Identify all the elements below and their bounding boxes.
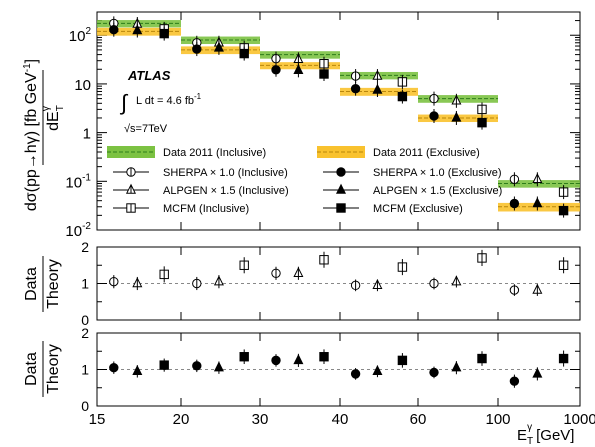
x-tick-label: 60 <box>410 411 427 428</box>
main-ylabel-line1: dσ(pp→hγ) [fb GeV-1] <box>22 59 40 211</box>
prediction-point-mcfm-excl <box>477 117 487 128</box>
integral-sign: ∫ <box>119 90 129 115</box>
ratio-inclusive-ylabel: Data Theory <box>23 256 62 312</box>
legend: Data 2011 (Inclusive) Data 2011 (Exclusiv… <box>107 146 502 215</box>
prediction-point-mcfm-excl <box>159 28 169 39</box>
main-ylabel-line2: dETγ <box>41 105 66 131</box>
legend-label: MCFM (Inclusive) <box>163 203 249 215</box>
ratio-exclusive-point-square-filled <box>477 353 487 364</box>
incl-data-band <box>498 180 580 188</box>
legend-label: Data 2011 (Exclusive) <box>373 147 480 159</box>
ratio-exclusive-point-circle-filled <box>350 369 361 379</box>
ratio-exclusive-point-circle-filled <box>509 376 520 386</box>
ratio-exclusive-ytick-label: 2 <box>81 325 89 341</box>
ratio-exclusive-point-square-filled <box>319 352 329 362</box>
ratio-exclusive-ylabel-den: Theory <box>45 344 62 394</box>
x-tick-label: 30 <box>252 411 269 428</box>
x-tick-label: 1000 <box>563 411 595 428</box>
prediction-point-mcfm-excl <box>319 69 329 79</box>
ratio-exclusive-point-triangle-filled <box>451 361 462 372</box>
legend-marker-circle-filled <box>336 167 346 177</box>
main-ytick-label: 1 <box>83 126 91 143</box>
prediction-point-sherpa-excl <box>350 83 361 94</box>
ratio-exclusive-point-triangle-filled <box>532 367 543 378</box>
ratio-exclusive-point-circle-filled <box>109 362 119 373</box>
ratio-exclusive-point-circle-filled <box>429 367 439 378</box>
prediction-point-alpgen-excl <box>213 41 224 52</box>
prediction-point-sherpa-excl <box>509 198 520 209</box>
prediction-point-alpgen-excl <box>293 64 304 75</box>
atlas-energy: √s=7TeV <box>124 123 168 135</box>
main-ytick-label: 10 <box>74 77 91 94</box>
prediction-point-alpgen-excl <box>451 111 462 122</box>
prediction-point-sherpa-excl <box>109 24 119 35</box>
ratio-exclusive-point-triangle-filled <box>372 365 383 376</box>
main-frame <box>96 11 581 231</box>
ratio-exclusive-point-square-filled <box>239 352 249 362</box>
legend-label: ALPGEN × 1.5 (Exclusive) <box>373 185 502 197</box>
ratio-inclusive-panel: 0 1 2 <box>81 239 581 328</box>
prediction-point-alpgen-excl <box>532 197 543 208</box>
prediction-point-mcfm-excl <box>239 48 249 59</box>
atlas-title: ATLAS <box>127 68 171 83</box>
ratio-exclusive-point-square-filled <box>397 355 408 366</box>
main-ytick-label: 10-1 <box>65 172 91 191</box>
ratio-inclusive-ytick-label: 2 <box>81 239 89 255</box>
main-ytick-label: 102 <box>69 26 92 45</box>
prediction-point-sherpa-excl <box>192 44 202 54</box>
ratio-inclusive-ytick-label: 1 <box>81 276 89 292</box>
ratio-exclusive-point-triangle-filled <box>132 365 143 376</box>
ratio-inclusive-ylabel-num: Data <box>23 267 40 301</box>
ratio-exclusive-point-square-filled <box>159 360 169 370</box>
ratio-exclusive-point-circle-filled <box>192 361 202 371</box>
legend-marker-square-filled <box>336 203 346 213</box>
cross-section-panel: 10-2 10-1 1 10 102 <box>65 11 581 240</box>
prediction-point-mcfm-excl <box>558 205 569 216</box>
legend-label: SHERPA × 1.0 (Exclusive) <box>373 167 501 179</box>
x-axis-label: ETγ [GeV] <box>517 422 574 447</box>
ratio-inclusive-ylabel-den: Theory <box>45 259 62 309</box>
legend-marker-triangle-filled <box>335 183 347 194</box>
prediction-point-alpgen-excl <box>372 83 383 94</box>
ratio-exclusive-point-triangle-filled <box>213 361 224 372</box>
prediction-point-sherpa-excl <box>429 111 439 121</box>
ratio-inclusive-ytick-label: 0 <box>81 312 89 328</box>
main-ytick-label: 10-2 <box>65 221 91 240</box>
ratio-exclusive-ytick-label: 0 <box>81 398 89 414</box>
ratio-exclusive-panel: 0 1 2 15 20 30 40 60 100 1000 <box>81 325 595 428</box>
x-tick-label: 40 <box>332 411 349 428</box>
legend-label: ALPGEN × 1.5 (Inclusive) <box>163 185 289 197</box>
ratio-exclusive-ytick-label: 1 <box>81 362 89 378</box>
ratio-exclusive-point-triangle-filled <box>293 354 304 365</box>
legend-label: Data 2011 (Inclusive) <box>163 147 266 159</box>
ratio-exclusive-ylabel: Data Theory <box>23 341 62 397</box>
prediction-point-sherpa-excl <box>271 65 281 75</box>
prediction-point-mcfm-excl <box>397 91 408 102</box>
x-tick-label: 100 <box>485 411 510 428</box>
legend-label: SHERPA × 1.0 (Inclusive) <box>163 167 288 179</box>
main-ylabel: dσ(pp→hγ) [fb GeV-1] dETγ <box>22 59 66 211</box>
ratio-exclusive-point-square-filled <box>558 353 569 364</box>
legend-label: MCFM (Exclusive) <box>373 203 463 215</box>
atlas-lumi: L dt = 4.6 fb-1 <box>136 92 202 107</box>
ratio-exclusive-ylabel-num: Data <box>23 352 40 386</box>
ratio-exclusive-point-circle-filled <box>271 355 281 366</box>
x-tick-label: 20 <box>173 411 190 428</box>
prediction-point-alpgen-excl <box>132 24 143 35</box>
x-tick-label: 15 <box>89 411 106 428</box>
atlas-label: ATLAS ∫ L dt = 4.6 fb-1 √s=7TeV <box>119 68 202 135</box>
